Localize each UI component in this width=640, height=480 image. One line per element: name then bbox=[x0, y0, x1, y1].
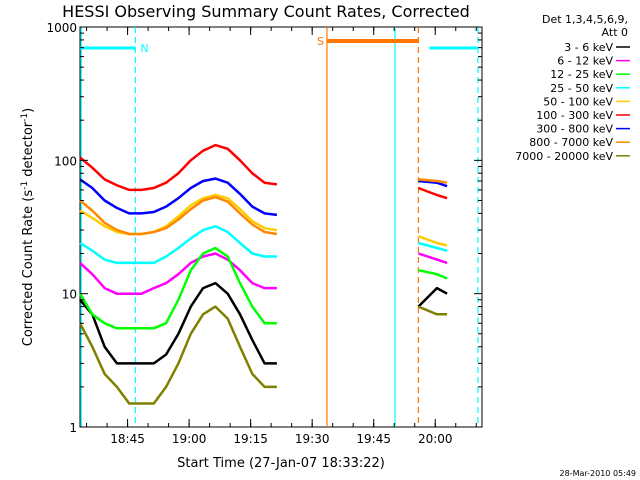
legend-label: 25 - 50 keV bbox=[550, 82, 613, 95]
legend-label: 800 - 7000 keV bbox=[529, 136, 613, 149]
series-line-2 bbox=[418, 268, 448, 280]
series-line-3 bbox=[79, 225, 277, 265]
legend-label: 12 - 25 keV bbox=[550, 68, 613, 81]
x-tick-label: 19:45 bbox=[356, 432, 391, 446]
legend-label: 6 - 12 keV bbox=[557, 55, 613, 68]
series-line-7 bbox=[79, 195, 278, 236]
chart-title: HESSI Observing Summary Count Rates, Cor… bbox=[62, 2, 470, 21]
series-line-2 bbox=[78, 246, 277, 330]
series-line-4 bbox=[79, 193, 278, 236]
legend-label: 7000 - 20000 keV bbox=[515, 150, 613, 163]
series-line-1 bbox=[418, 252, 448, 265]
y-axis-label: Corrected Count Rate (s-1 detector-1) bbox=[20, 108, 36, 346]
legend-label: 100 - 300 keV bbox=[536, 109, 613, 122]
series-line-7 bbox=[418, 178, 448, 184]
y-tick-label: 100 bbox=[54, 154, 77, 168]
annotation-bars: NS bbox=[80, 35, 478, 55]
series-line-6 bbox=[418, 179, 448, 188]
series-line-6 bbox=[79, 177, 278, 217]
series-line-8 bbox=[78, 305, 277, 405]
annotation-lines bbox=[80, 27, 479, 427]
series-line-5 bbox=[417, 186, 448, 200]
series-line-5 bbox=[79, 143, 278, 192]
series-line-0 bbox=[79, 281, 277, 365]
y-tick-label: 1000 bbox=[46, 21, 77, 35]
x-tick-label: 20:00 bbox=[418, 432, 453, 446]
axes: 18:45 19:00 19:15 19:30 19:45 20:00 1 10 100 1000 bbox=[46, 21, 482, 446]
x-tick-label: 19:30 bbox=[295, 432, 330, 446]
series-line-4 bbox=[417, 235, 448, 247]
legend-label: 300 - 800 keV bbox=[536, 123, 613, 136]
x-tick-label: 19:00 bbox=[172, 432, 207, 446]
x-axis-label: Start Time (27-Jan-07 18:33:22) bbox=[177, 456, 385, 471]
series-group bbox=[78, 143, 448, 405]
series-line-8 bbox=[417, 305, 448, 316]
series-line-0 bbox=[417, 286, 448, 308]
legend-label: 3 - 6 keV bbox=[564, 41, 613, 54]
x-tick-label: 18:45 bbox=[110, 432, 145, 446]
plot-frame bbox=[79, 26, 483, 428]
legend-label: 50 - 100 keV bbox=[543, 95, 613, 108]
legend-header: Det 1,3,4,5,6,9, bbox=[542, 13, 628, 26]
legend-header: Att 0 bbox=[602, 26, 628, 39]
x-tick-label: 19:15 bbox=[233, 432, 268, 446]
saa-bar-label: S bbox=[317, 35, 324, 48]
night-bar-label: N bbox=[140, 42, 148, 55]
y-tick-label: 1 bbox=[69, 421, 77, 435]
series-line-3 bbox=[418, 241, 448, 252]
footer-timestamp: 28-Mar-2010 05:49 bbox=[560, 469, 637, 478]
y-tick-label: 10 bbox=[62, 288, 77, 302]
series-line-1 bbox=[79, 252, 277, 295]
